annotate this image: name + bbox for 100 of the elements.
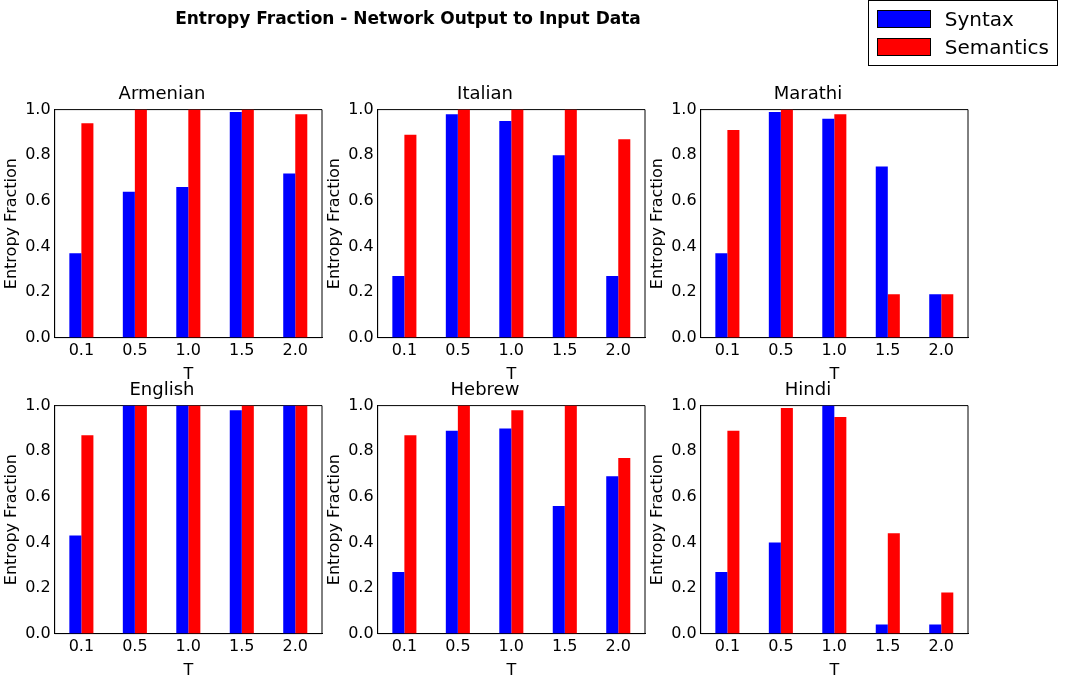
y-axis-title: Entropy Fraction [646, 158, 666, 290]
bar [511, 109, 524, 338]
bar [768, 111, 781, 338]
bar [283, 173, 296, 338]
y-tick-label: 0.8 [25, 440, 51, 460]
text: Entropy Fraction - Network Output to Input Data [174, 8, 642, 28]
y-tick-label: 0.4 [25, 235, 51, 255]
x-tick-label: 2.0 [605, 340, 631, 360]
bar [727, 130, 740, 338]
bar [81, 435, 94, 634]
bar [499, 121, 512, 338]
bar [499, 428, 512, 634]
y-tick-label: 0.4 [348, 235, 374, 255]
x-tick-label: 2.0 [282, 340, 308, 360]
bar [81, 123, 94, 338]
x-tick-label: 0.5 [768, 636, 794, 656]
y-tick-label: 0.4 [25, 531, 51, 551]
y-tick-label: 0.2 [25, 577, 51, 597]
y-tick-label: 0.0 [25, 622, 51, 642]
y-tick-label: 0.2 [348, 281, 374, 301]
y-tick-label: 1.0 [25, 98, 51, 118]
x-tick-label: 0.1 [391, 340, 418, 360]
bar [822, 405, 835, 634]
x-tick-label: 1.5 [229, 340, 255, 360]
y-tick-label: 1.0 [671, 394, 697, 414]
x-tick-label: 0.5 [122, 340, 148, 360]
x-tick-label: 0.1 [68, 636, 95, 656]
y-tick-label: 0.0 [671, 622, 697, 642]
x-tick-label: 1.5 [229, 636, 255, 656]
y-tick-label: 0.2 [348, 577, 374, 597]
bar [134, 109, 147, 338]
legend-label: Semantics [944, 35, 1049, 59]
y-tick-label: 0.4 [671, 235, 697, 255]
x-tick-label: 0.5 [445, 340, 471, 360]
x-tick-label: 0.5 [768, 340, 794, 360]
y-tick-label: 1.0 [671, 98, 697, 118]
bar [404, 435, 417, 634]
x-tick-label: 1.0 [175, 636, 202, 656]
bar [241, 405, 254, 634]
x-tick-label: 1.5 [552, 340, 578, 360]
bar [715, 572, 728, 634]
x-tick-label: 2.0 [928, 636, 954, 656]
bar [780, 407, 793, 634]
bar [295, 405, 308, 634]
x-tick-label: 1.5 [875, 340, 901, 360]
bar [727, 430, 740, 634]
x-tick-label: 2.0 [282, 636, 308, 656]
y-tick-label: 0.6 [25, 485, 51, 505]
x-axis-title: T [828, 659, 840, 679]
bar [822, 118, 835, 338]
bar [511, 410, 524, 634]
x-tick-label: 0.1 [714, 636, 741, 656]
bar [69, 535, 82, 634]
bar [564, 109, 577, 338]
x-axis-title: T [505, 659, 517, 679]
y-axis-title: Entropy Fraction [646, 454, 666, 586]
bar [241, 109, 254, 338]
y-tick-label: 0.2 [25, 281, 51, 301]
bar [552, 155, 565, 338]
bar [122, 191, 135, 338]
y-tick-label: 0.4 [671, 531, 697, 551]
bar [445, 430, 458, 634]
chart-title: English [129, 378, 195, 400]
y-axis-title: Entropy Fraction [323, 454, 343, 586]
x-tick-label: 1.5 [875, 636, 901, 656]
y-tick-label: 0.0 [348, 622, 374, 642]
x-tick-label: 1.0 [498, 636, 525, 656]
bar [457, 405, 470, 634]
bar [392, 572, 405, 634]
bar [122, 405, 135, 634]
bar [929, 294, 942, 338]
x-tick-label: 1.5 [552, 636, 578, 656]
y-axis-title: Entropy Fraction [323, 158, 343, 290]
bar [134, 405, 147, 634]
bar [229, 111, 242, 338]
bar [875, 166, 888, 338]
bar [564, 405, 577, 634]
bar [176, 405, 189, 634]
bar [69, 253, 82, 338]
y-tick-label: 1.0 [348, 394, 374, 414]
y-tick-label: 0.4 [348, 531, 374, 551]
bar [780, 109, 793, 338]
x-tick-label: 0.1 [68, 340, 95, 360]
chart-title: Marathi [773, 82, 843, 104]
y-tick-label: 0.6 [671, 485, 697, 505]
x-tick-label: 2.0 [928, 340, 954, 360]
bar [618, 458, 631, 634]
y-tick-label: 0.8 [348, 440, 374, 460]
bar [715, 253, 728, 338]
bar [875, 624, 888, 634]
y-tick-label: 0.0 [671, 326, 697, 346]
bar [404, 134, 417, 338]
x-tick-label: 1.0 [821, 636, 848, 656]
bar [392, 276, 405, 338]
bar [606, 276, 619, 338]
y-tick-label: 0.2 [671, 577, 697, 597]
y-tick-label: 0.8 [671, 144, 697, 164]
bar [834, 417, 847, 634]
bar [834, 114, 847, 338]
x-tick-label: 0.1 [391, 636, 418, 656]
